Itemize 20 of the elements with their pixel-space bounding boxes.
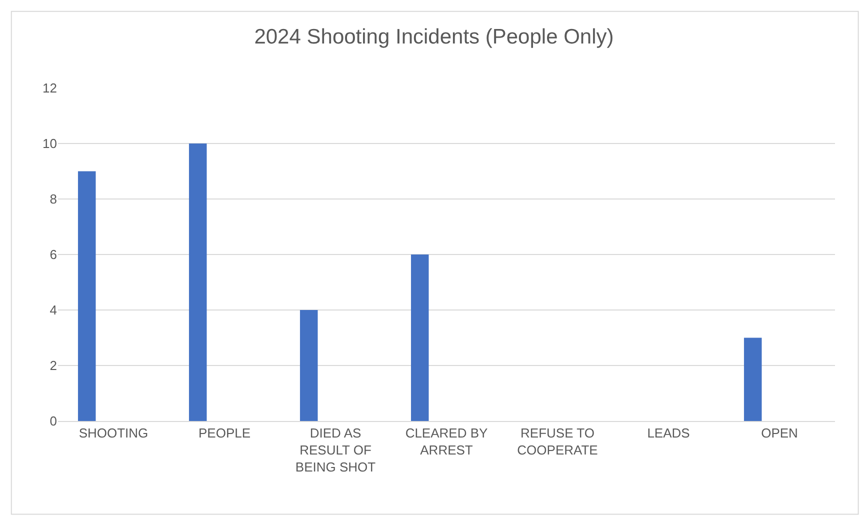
- y-tick-label: 8: [50, 192, 57, 207]
- bar: [410, 254, 429, 421]
- x-tick-label: SHOOTING: [78, 426, 148, 441]
- x-tick-label: CLEARED BY ARREST: [405, 426, 488, 458]
- x-tick-label: DIED AS RESULT OF BEING SHOT: [295, 426, 376, 474]
- y-tick-label: 4: [50, 302, 57, 318]
- y-tick-label: 10: [42, 136, 57, 152]
- y-tick-label: 12: [42, 80, 57, 96]
- x-tick-label: PEOPLE: [198, 426, 251, 441]
- y-tick-label: 2: [50, 358, 57, 374]
- bar: [188, 144, 207, 421]
- x-tick-label: OPEN: [761, 426, 798, 441]
- chart-title: 2024 Shooting Incidents (People Only): [254, 26, 614, 49]
- x-tick-label: LEADS: [647, 426, 690, 441]
- bar: [744, 338, 762, 421]
- x-tick-label: REFUSE TO COOPERATE: [517, 426, 598, 458]
- bar: [78, 171, 96, 421]
- y-tick-label: 6: [50, 247, 57, 262]
- bar: [300, 310, 318, 421]
- y-tick-label: 0: [50, 414, 57, 429]
